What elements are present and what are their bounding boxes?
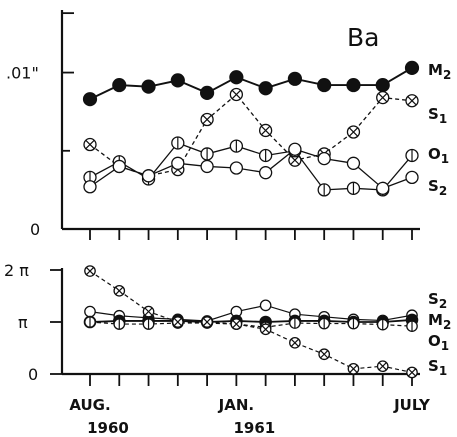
data-point bbox=[200, 112, 214, 127]
series-line bbox=[89, 93, 413, 177]
data-point bbox=[229, 161, 244, 175]
data-point bbox=[346, 156, 361, 170]
data-point bbox=[141, 79, 156, 94]
lower-y-tick-label: 2 π bbox=[4, 261, 29, 280]
data-point bbox=[201, 316, 213, 328]
data-point bbox=[347, 317, 360, 330]
data-point bbox=[258, 123, 273, 138]
series-label-s1: S1 bbox=[428, 357, 447, 378]
data-point bbox=[200, 147, 214, 161]
data-point bbox=[113, 318, 126, 330]
series-s2 bbox=[83, 142, 419, 195]
series-s1 bbox=[84, 265, 418, 379]
data-point bbox=[346, 181, 361, 195]
data-point bbox=[113, 284, 126, 297]
data-point bbox=[259, 323, 272, 336]
data-point bbox=[230, 318, 243, 330]
data-point bbox=[376, 90, 390, 105]
data-point bbox=[199, 85, 215, 101]
data-point bbox=[84, 316, 96, 328]
upper-y-tick-label: .01" bbox=[6, 64, 39, 83]
year-label: 1960 bbox=[87, 419, 129, 437]
data-point bbox=[141, 169, 156, 183]
data-point bbox=[258, 81, 273, 96]
data-point bbox=[317, 151, 331, 166]
series-line bbox=[89, 142, 413, 191]
data-point bbox=[170, 73, 185, 88]
series-line bbox=[89, 148, 413, 190]
data-point bbox=[142, 318, 155, 330]
series-label-s1: S1 bbox=[428, 105, 447, 126]
data-point bbox=[376, 360, 389, 373]
data-point bbox=[347, 362, 360, 375]
data-point bbox=[259, 299, 272, 312]
data-point bbox=[318, 348, 331, 361]
panel-title: Ba bbox=[347, 23, 379, 52]
series-label-m2: M2 bbox=[428, 311, 451, 332]
data-point bbox=[376, 318, 389, 331]
data-point bbox=[406, 320, 418, 333]
data-point bbox=[317, 183, 331, 197]
x-tick-label: AUG. bbox=[69, 396, 110, 414]
upper-y-tick-label: 0 bbox=[30, 220, 40, 239]
series-label-o1: O1 bbox=[428, 332, 449, 353]
year-label: 1961 bbox=[233, 419, 275, 437]
data-point bbox=[84, 305, 96, 318]
data-point bbox=[171, 316, 184, 328]
data-point bbox=[289, 336, 301, 349]
series-line bbox=[89, 270, 413, 374]
data-point bbox=[84, 265, 96, 277]
data-point bbox=[258, 148, 273, 163]
data-point bbox=[229, 87, 244, 102]
x-tick-label: JAN. bbox=[218, 396, 254, 414]
series-line bbox=[89, 304, 413, 322]
data-point bbox=[112, 77, 127, 93]
series-o1 bbox=[84, 316, 418, 334]
series-label-s2: S2 bbox=[428, 177, 447, 198]
data-point bbox=[258, 166, 273, 180]
data-point bbox=[346, 77, 361, 93]
data-point bbox=[171, 136, 185, 150]
series-m2 bbox=[82, 60, 420, 107]
data-point bbox=[142, 305, 155, 318]
data-point bbox=[171, 156, 185, 170]
data-point bbox=[83, 180, 97, 194]
upper-amplitude-panel: 0 .01" Ba M2 S1 O1 S2 bbox=[6, 10, 451, 240]
x-tick-label: JULY bbox=[393, 396, 431, 414]
series-label-m2: M2 bbox=[428, 61, 451, 82]
data-point bbox=[289, 317, 301, 329]
data-point bbox=[317, 77, 332, 93]
data-point bbox=[112, 159, 126, 174]
series-label-o1: O1 bbox=[428, 145, 449, 166]
data-point bbox=[405, 148, 419, 163]
data-point bbox=[288, 142, 302, 156]
data-point bbox=[229, 70, 244, 85]
data-point bbox=[200, 159, 214, 174]
data-point bbox=[375, 77, 390, 93]
data-point bbox=[404, 60, 420, 75]
data-point bbox=[287, 71, 303, 86]
data-point bbox=[405, 170, 419, 185]
series-o1 bbox=[83, 136, 419, 197]
series-line bbox=[89, 67, 413, 101]
lower-y-tick-label: π bbox=[18, 313, 28, 332]
data-point bbox=[346, 125, 361, 139]
data-point bbox=[229, 139, 244, 153]
series-label-s2: S2 bbox=[428, 290, 447, 311]
lower-y-tick-label: 0 bbox=[28, 365, 38, 384]
data-point bbox=[83, 137, 97, 152]
series-s1 bbox=[83, 87, 419, 183]
data-point bbox=[406, 366, 418, 379]
data-point bbox=[376, 181, 390, 195]
data-point bbox=[82, 92, 98, 107]
data-point bbox=[405, 94, 419, 108]
data-point bbox=[318, 317, 331, 330]
